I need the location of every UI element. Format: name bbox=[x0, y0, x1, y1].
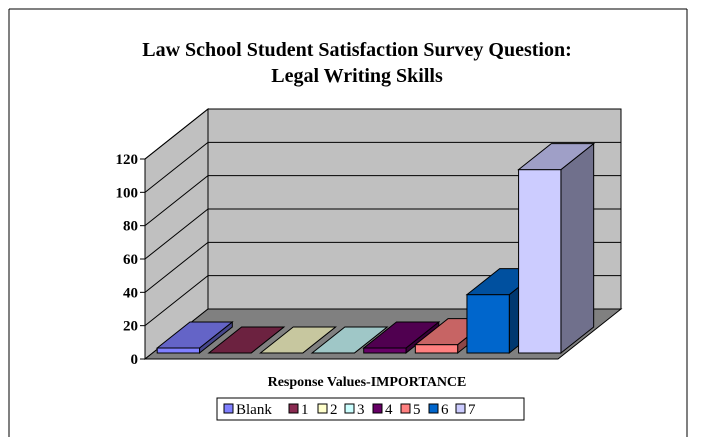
gridlines bbox=[144, 108, 621, 327]
bars bbox=[155, 142, 596, 355]
bar-front bbox=[363, 347, 407, 354]
bar-front bbox=[518, 169, 562, 354]
gridline bbox=[144, 241, 621, 293]
bar-top bbox=[362, 321, 441, 349]
legend-item-3: 3 bbox=[344, 402, 365, 418]
gridline bbox=[144, 141, 621, 193]
legend: Blank 1 2 3 4 5 6 7 bbox=[216, 397, 525, 421]
legend-swatch bbox=[372, 403, 383, 414]
bar-top bbox=[517, 143, 596, 171]
legend-swatch bbox=[288, 403, 299, 414]
bar-top bbox=[310, 326, 389, 354]
bar-1 bbox=[207, 326, 286, 354]
chart-title-line-2: Legal Writing Skills bbox=[271, 65, 443, 87]
chart-title-line-1: Law School Student Satisfaction Survey Q… bbox=[142, 39, 572, 61]
legend-item-2: 2 bbox=[317, 402, 338, 418]
y-tick-label: 40 bbox=[123, 285, 138, 301]
legend-label: 1 bbox=[301, 402, 309, 418]
y-tick-label: 80 bbox=[123, 219, 138, 235]
bar-4 bbox=[362, 320, 441, 355]
legend-swatch bbox=[400, 403, 411, 414]
legend-item-1: 1 bbox=[288, 402, 309, 418]
legend-swatch bbox=[223, 403, 234, 414]
bar-front bbox=[466, 294, 510, 354]
bar-top bbox=[155, 321, 234, 349]
legend-label: Blank bbox=[236, 402, 272, 418]
legend-item-6: 6 bbox=[428, 402, 449, 418]
bar-top bbox=[259, 326, 337, 354]
legend-swatch bbox=[344, 403, 355, 414]
legend-label: 4 bbox=[385, 402, 393, 418]
legend-label: 5 bbox=[413, 402, 421, 418]
legend-swatch bbox=[455, 403, 466, 414]
legend-swatch bbox=[317, 403, 328, 414]
bar-side bbox=[560, 142, 595, 355]
legend-label: 6 bbox=[441, 402, 449, 418]
legend-label: 3 bbox=[357, 402, 365, 418]
y-tick-label: 0 bbox=[131, 352, 139, 368]
y-tick-label: 20 bbox=[123, 319, 138, 335]
legend-item-Blank: Blank bbox=[223, 402, 272, 418]
legend-swatch bbox=[428, 403, 439, 414]
bar-7 bbox=[517, 142, 596, 355]
legend-item-4: 4 bbox=[372, 402, 393, 418]
gridline bbox=[144, 275, 621, 327]
gridline bbox=[144, 208, 621, 260]
y-tick-label: 100 bbox=[116, 185, 139, 201]
y-tick-label: 60 bbox=[123, 252, 138, 268]
bar-front bbox=[414, 344, 459, 354]
legend-label: 2 bbox=[330, 402, 338, 418]
bar-front bbox=[156, 347, 201, 354]
gridline bbox=[144, 108, 621, 160]
bar-2 bbox=[259, 326, 337, 354]
bar-Blank bbox=[155, 320, 234, 355]
legend-item-7: 7 bbox=[455, 402, 476, 418]
bar-top bbox=[207, 326, 286, 354]
x-axis-label: Response Values-IMPORTANCE bbox=[268, 375, 467, 390]
y-axis: 0 20 40 60 80 100 120 bbox=[116, 152, 146, 368]
y-tick-label: 120 bbox=[116, 152, 139, 168]
bar-3 bbox=[310, 326, 389, 354]
legend-label: 7 bbox=[468, 402, 476, 418]
legend-items: Blank 1 2 3 4 5 6 7 bbox=[223, 402, 476, 418]
gridline bbox=[144, 175, 621, 227]
legend-item-5: 5 bbox=[400, 402, 421, 418]
